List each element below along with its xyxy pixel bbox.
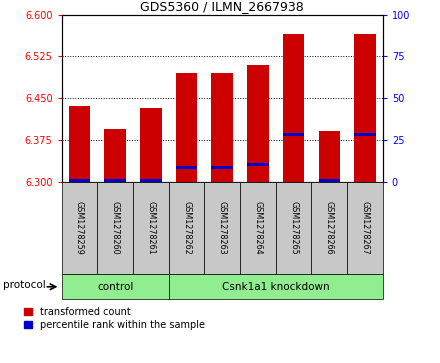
Text: GSM1278267: GSM1278267: [360, 201, 370, 255]
Text: control: control: [97, 282, 133, 292]
Bar: [240, 182, 276, 274]
Bar: [319, 179, 340, 182]
Bar: [133, 182, 169, 274]
Bar: [247, 65, 268, 182]
Bar: [104, 129, 126, 182]
Bar: [176, 73, 197, 182]
Bar: [204, 182, 240, 274]
Text: GSM1278262: GSM1278262: [182, 201, 191, 255]
Bar: [62, 182, 97, 274]
Bar: [319, 131, 340, 182]
Bar: [169, 182, 204, 274]
Bar: [276, 182, 312, 274]
Bar: [312, 182, 347, 274]
Title: GDS5360 / ILMN_2667938: GDS5360 / ILMN_2667938: [140, 0, 304, 13]
Bar: [176, 166, 197, 169]
Bar: [212, 166, 233, 169]
Legend: transformed count, percentile rank within the sample: transformed count, percentile rank withi…: [22, 305, 206, 332]
Bar: [169, 274, 383, 299]
Text: GSM1278263: GSM1278263: [218, 201, 227, 254]
Text: protocol: protocol: [3, 281, 46, 290]
Text: GSM1278260: GSM1278260: [110, 201, 120, 254]
Bar: [104, 179, 126, 182]
Bar: [283, 34, 304, 182]
Bar: [62, 274, 169, 299]
Bar: [247, 163, 268, 166]
Bar: [354, 34, 376, 182]
Bar: [69, 179, 90, 182]
Bar: [140, 108, 161, 182]
Bar: [354, 133, 376, 136]
Bar: [69, 106, 90, 182]
Bar: [140, 179, 161, 182]
Text: GSM1278266: GSM1278266: [325, 201, 334, 254]
Bar: [97, 182, 133, 274]
Text: GSM1278261: GSM1278261: [147, 201, 155, 254]
Bar: [347, 182, 383, 274]
Text: GSM1278259: GSM1278259: [75, 201, 84, 255]
Text: Csnk1a1 knockdown: Csnk1a1 knockdown: [222, 282, 330, 292]
Text: GSM1278265: GSM1278265: [289, 201, 298, 255]
Text: GSM1278264: GSM1278264: [253, 201, 262, 254]
Bar: [283, 133, 304, 136]
Bar: [212, 73, 233, 182]
